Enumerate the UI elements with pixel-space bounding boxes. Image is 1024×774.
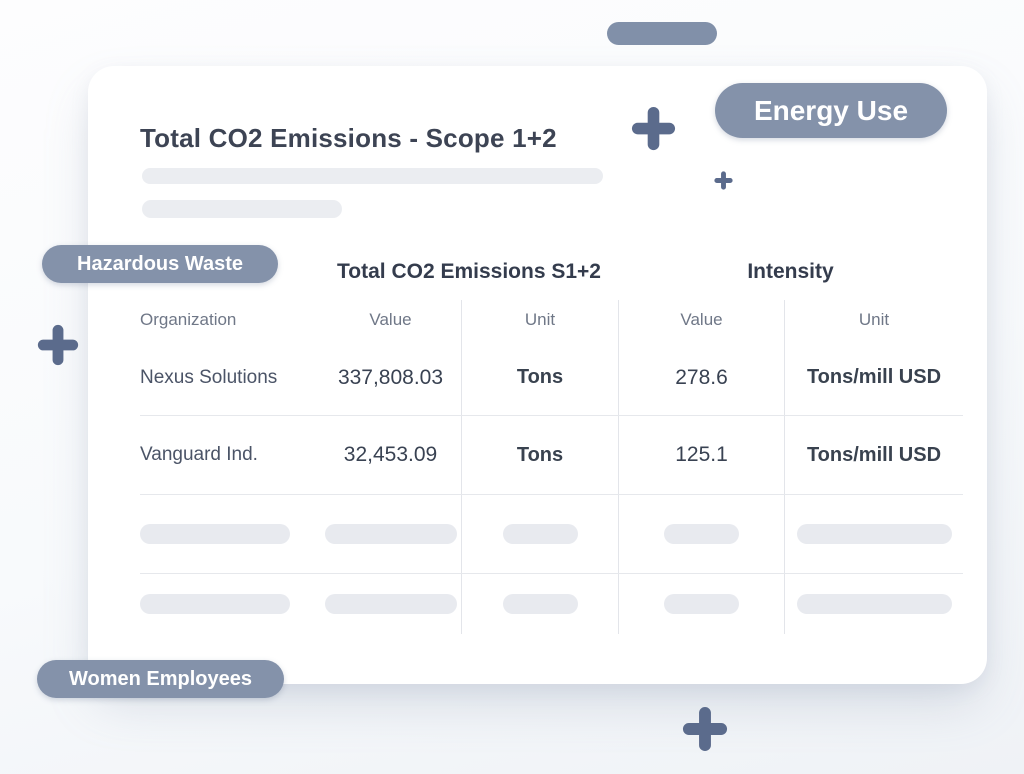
intensity-value: 125.1 (618, 416, 784, 494)
tag-hazardous-waste[interactable]: Hazardous Waste (42, 245, 278, 283)
skeleton-bar (140, 594, 290, 614)
placeholder-cell (784, 495, 963, 573)
intensity-unit: Tons/mill USD (784, 340, 963, 415)
intensity-unit: Tons/mill USD (784, 416, 963, 494)
skeleton-bar (664, 524, 739, 544)
group-header-emissions: Total CO2 Emissions S1+2 (337, 260, 601, 283)
placeholder-cell (320, 574, 461, 634)
placeholder-cell (618, 574, 784, 634)
tag-women-employees[interactable]: Women Employees (37, 660, 284, 698)
metrics-table: Total CO2 Emissions S1+2 Intensity Organ… (140, 244, 963, 634)
placeholder-cell (320, 495, 461, 573)
skeleton-bar (140, 524, 290, 544)
table-column-header-row: Organization Value Unit Value Unit (140, 300, 963, 340)
emissions-value: 337,808.03 (337, 365, 444, 389)
column-header-value: Value (618, 300, 784, 340)
plus-icon[interactable] (682, 706, 728, 752)
organization-name: Nexus Solutions (140, 366, 278, 388)
table-group-header-row: Total CO2 Emissions S1+2 Intensity (140, 244, 963, 300)
group-header-intensity: Intensity (747, 260, 834, 283)
table-placeholder-row (140, 574, 963, 634)
column-header-unit: Unit (784, 300, 963, 340)
skeleton-bar (664, 594, 739, 614)
skeleton-bar (796, 524, 952, 544)
column-header-organization: Organization (140, 310, 237, 329)
plus-icon[interactable] (714, 171, 733, 190)
skeleton-bar (324, 594, 457, 614)
placeholder-cell (140, 574, 320, 634)
skeleton-bar (796, 594, 952, 614)
table-row: Vanguard Ind. 32,453.09 Tons 125.1 Tons/… (140, 416, 963, 495)
placeholder-cell (140, 495, 320, 573)
emissions-value: 32,453.09 (343, 443, 438, 466)
description-placeholder-line (142, 168, 603, 184)
plus-icon[interactable] (631, 106, 676, 151)
column-header-value: Value (369, 310, 412, 329)
emissions-unit: Tons (461, 416, 618, 494)
placeholder-cell (618, 495, 784, 573)
card-title: Total CO2 Emissions - Scope 1+2 (140, 123, 557, 153)
table-row: Nexus Solutions 337,808.03 Tons 278.6 To… (140, 340, 963, 416)
emissions-unit: Tons (461, 340, 618, 415)
skeleton-bar (502, 594, 578, 614)
placeholder-cell (784, 574, 963, 634)
placeholder-cell (461, 574, 618, 634)
plus-icon[interactable] (37, 324, 79, 366)
tag-energy-use[interactable]: Energy Use (715, 83, 947, 138)
table-placeholder-row (140, 495, 963, 574)
description-placeholder-line (142, 200, 342, 218)
skeleton-bar (502, 524, 578, 544)
organization-name: Vanguard Ind. (140, 444, 258, 465)
skeleton-bar (324, 524, 457, 544)
column-header-unit: Unit (461, 300, 618, 340)
drag-handle-bar (607, 22, 717, 45)
metric-card: Total CO2 Emissions - Scope 1+2 Total CO… (88, 66, 987, 684)
placeholder-cell (461, 495, 618, 573)
intensity-value: 278.6 (618, 340, 784, 415)
